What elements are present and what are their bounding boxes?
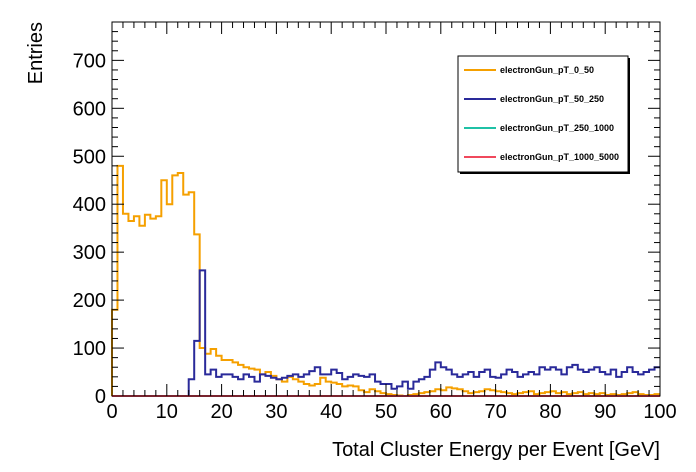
- series-line-electrongun-pt-50-250: [112, 269, 660, 397]
- x-axis-label: Total Cluster Energy per Event [GeV]: [332, 439, 660, 461]
- y-tick-label: 700: [73, 50, 106, 72]
- y-tick-label: 100: [73, 338, 106, 360]
- legend-label: electronGun_pT_1000_5000: [500, 152, 619, 162]
- axis-ticks: [111, 21, 661, 397]
- x-tick-label: 70: [484, 401, 506, 423]
- legend: electronGun_pT_0_50 electronGun_pT_50_250…: [457, 55, 630, 174]
- y-tick-label: 200: [73, 290, 106, 312]
- y-tick-label: 500: [73, 146, 106, 168]
- y-tick-label: 300: [73, 242, 106, 264]
- legend-label: electronGun_pT_0_50: [500, 65, 594, 75]
- y-tick-label: 400: [73, 194, 106, 216]
- series-layer: [111, 164, 660, 397]
- y-axis-label: Entries: [25, 22, 47, 84]
- legend-box: [457, 55, 629, 173]
- x-tick-label: 30: [265, 401, 287, 423]
- legend-label: electronGun_pT_250_1000: [500, 123, 614, 133]
- y-tick-label: 0: [95, 386, 106, 408]
- x-tick-label: 0: [106, 401, 117, 423]
- x-tick-label: 80: [539, 401, 561, 423]
- x-tick-label: 50: [375, 401, 397, 423]
- x-tick-label: 60: [430, 401, 452, 423]
- legend-label: electronGun_pT_50_250: [500, 94, 604, 104]
- x-tick-label: 90: [594, 401, 616, 423]
- x-tick-label: 40: [320, 401, 342, 423]
- y-tick-label: 600: [73, 98, 106, 120]
- x-tick-label: 100: [643, 401, 676, 423]
- axis-tick-labels: 0 10 20 30 40 50 60 70 80 90 100 0 100 200 300 400 500 60…: [73, 50, 677, 423]
- x-tick-label: 10: [156, 401, 178, 423]
- x-tick-label: 20: [210, 401, 232, 423]
